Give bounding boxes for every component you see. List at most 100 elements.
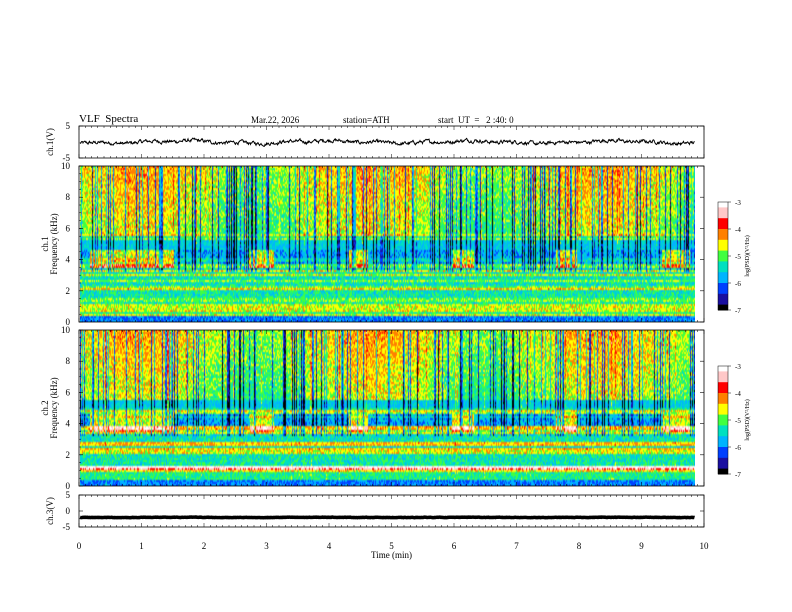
- y-tick-label: 2: [66, 286, 71, 296]
- colorbar-swatch: [718, 292, 728, 295]
- colorbar-tick-label: -5: [735, 417, 741, 425]
- colorbar-swatch: [718, 441, 728, 444]
- colorbar-swatch: [718, 225, 728, 228]
- y-tick-label: -5: [63, 522, 71, 532]
- colorbar-swatch: [718, 439, 728, 443]
- ch1-spectrogram-panel: 0 2 4 6 8 10 ch.1 Frequency (kHz): [40, 161, 705, 327]
- colorbar-swatch: [718, 266, 728, 270]
- frequency-axis-label: Frequency (kHz): [49, 377, 59, 438]
- y-tick-label: 10: [61, 325, 71, 335]
- colorbar-swatch: [718, 263, 728, 266]
- colorbar-swatch: [718, 447, 728, 450]
- ch1-waveform-panel: 5 -5 ch.1(V): [45, 121, 705, 163]
- colorbar-swatch: [718, 239, 728, 243]
- colorbar-swatch: [718, 394, 728, 398]
- y-tick-label: 5: [66, 121, 71, 131]
- y-tick-label: 0: [66, 481, 71, 491]
- x-tick-label: 1: [139, 541, 144, 551]
- station-label: station=ATH: [343, 115, 390, 125]
- colorbar-swatch: [718, 209, 728, 212]
- spectrogram-image: [80, 166, 695, 322]
- date-label: Mar.22, 2026: [251, 115, 300, 125]
- colorbar-swatch: [718, 430, 728, 434]
- colorbar-swatch: [718, 438, 728, 441]
- colorbar-swatch: [718, 369, 728, 372]
- colorbar-swatch: [718, 301, 728, 304]
- colorbar-swatch: [718, 463, 728, 466]
- ch2-spectrogram-panel: 0 2 4 6 8 10 ch.2 Frequency (kHz): [40, 325, 705, 491]
- colorbar-swatch: [718, 468, 728, 471]
- y-tick-label: 8: [66, 356, 71, 366]
- colorbar-swatch: [718, 436, 728, 439]
- colorbar-swatch: [718, 230, 728, 234]
- colorbar-swatch: [718, 238, 728, 241]
- colorbar-swatch: [718, 409, 728, 412]
- y-tick-label: -5: [63, 153, 71, 163]
- colorbar-swatch: [718, 221, 728, 225]
- colorbar-swatch: [718, 243, 728, 246]
- figure-title: VLF Spectra: [79, 113, 139, 125]
- colorbar-swatch: [718, 457, 728, 461]
- colorbar-swatch: [718, 283, 728, 286]
- colorbar-swatch: [718, 452, 728, 455]
- colorbar-swatch: [718, 466, 728, 470]
- colorbar-swatch: [718, 427, 728, 430]
- colorbar-swatch: [718, 248, 728, 252]
- colorbar-swatch: [718, 407, 728, 410]
- colorbar-swatch: [718, 236, 728, 239]
- x-tick-label: 4: [327, 541, 332, 551]
- colorbar-swatch: [718, 308, 728, 311]
- colorbar-swatch: [718, 371, 728, 374]
- colorbar-swatch: [718, 432, 728, 435]
- colorbar-swatch: [718, 223, 728, 226]
- colorbar-swatch: [718, 270, 728, 273]
- colorbar-swatch: [718, 445, 728, 448]
- time-axis: 0 1 2 3 4 5 6 7 8 9 10 Time (min): [77, 541, 709, 560]
- colorbar-swatch: [718, 286, 728, 289]
- colorbar-swatch: [718, 398, 728, 401]
- colorbar-swatch: [718, 470, 728, 473]
- colorbar-swatch: [718, 284, 728, 288]
- colorbar-swatch: [718, 366, 728, 369]
- colorbar-tick-label: -7: [735, 307, 741, 315]
- colorbar-swatch: [718, 256, 728, 259]
- colorbar-swatch: [718, 373, 728, 376]
- colorbar-swatch: [718, 252, 728, 255]
- x-tick-label: 5: [389, 541, 394, 551]
- x-tick-label: 0: [77, 541, 82, 551]
- x-tick-label: 8: [577, 541, 582, 551]
- colorbar-swatch: [718, 203, 728, 207]
- spectrogram-image: [80, 330, 695, 486]
- colorbar-swatch: [718, 396, 728, 399]
- x-tick-label: 3: [264, 541, 269, 551]
- colorbar-tick-label: -3: [735, 363, 741, 371]
- colorbar-swatch: [718, 420, 728, 423]
- colorbar-swatch: [718, 297, 728, 300]
- y-tick-label: 5: [66, 490, 71, 500]
- colorbar-tick-label: -3: [735, 199, 741, 207]
- colorbar-swatch: [718, 306, 728, 309]
- colorbar-swatch: [718, 411, 728, 414]
- colorbar-swatch: [718, 281, 728, 284]
- waveform-trace: [79, 137, 695, 147]
- ch3-waveform-panel: 5 0 -5 ch.3(V): [45, 490, 705, 532]
- colorbar-swatch: [718, 232, 728, 235]
- colorbar-swatch: [718, 385, 728, 389]
- colorbar-swatch: [718, 293, 728, 297]
- colorbar-swatch: [718, 402, 728, 405]
- waveform-frame: [78, 125, 705, 159]
- colorbar-swatch: [718, 429, 728, 432]
- colorbar-swatch: [718, 461, 728, 464]
- colorbar-swatch: [718, 414, 728, 417]
- channel-label: ch.2: [40, 400, 50, 415]
- colorbar-swatch: [718, 304, 728, 307]
- colorbar-label: log(PSD)(V²/Hz): [744, 399, 751, 440]
- y-tick-label: 6: [66, 387, 71, 397]
- colorbar-swatch: [718, 448, 728, 452]
- colorbar-swatch: [718, 418, 728, 421]
- colorbar-swatch: [718, 416, 728, 419]
- colorbar-swatch: [718, 274, 728, 277]
- colorbar-swatch: [718, 261, 728, 264]
- colorbar-swatch: [718, 299, 728, 302]
